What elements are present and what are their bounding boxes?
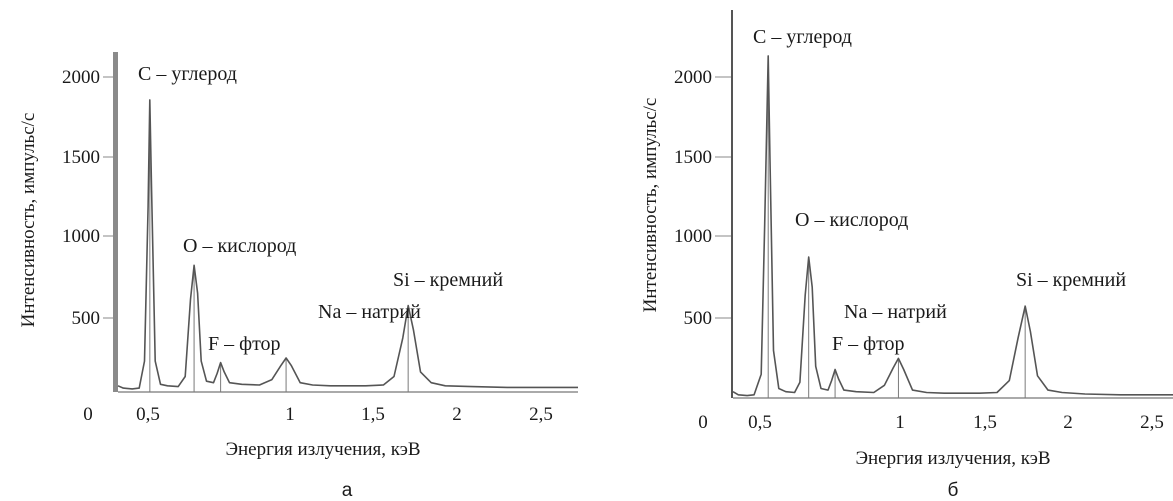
y-tick-label: 1500 bbox=[62, 147, 100, 168]
y-tick-label: 1500 bbox=[674, 147, 712, 168]
peak-label: C – углерод bbox=[753, 26, 852, 48]
y-axis-line bbox=[731, 10, 733, 398]
chart-panel-2: 2000 1500 1000 500 0 0,5 1 1,5 2 2,5 Энергия излуч… bbox=[640, 10, 1173, 501]
peak-label: F – фтор bbox=[832, 333, 905, 355]
panel-label: б bbox=[948, 480, 959, 501]
spectrum-line bbox=[732, 55, 1173, 397]
y-axis-line bbox=[113, 52, 118, 392]
x-tick-label: 0,5 bbox=[748, 412, 772, 433]
x-tick-label: 0 bbox=[698, 412, 708, 433]
y-tick-label: 500 bbox=[684, 308, 713, 329]
x-tick-label: 1,5 bbox=[973, 412, 997, 433]
peak-label: Si – кремний bbox=[1016, 269, 1126, 291]
y-tick-label: 1000 bbox=[674, 226, 712, 247]
x-axis-title: Энергия излучения, кэВ bbox=[855, 448, 1050, 469]
y-tick-label: 500 bbox=[72, 308, 101, 329]
peak-label: Na – натрий bbox=[318, 301, 421, 323]
chart-panel-1: 2000 1500 1000 500 0 0,5 1 1,5 2 2,5 Энергия излуч… bbox=[18, 52, 578, 501]
x-tick-label: 0,5 bbox=[136, 404, 160, 425]
peak-label: F – фтор bbox=[208, 333, 281, 355]
peak-label: O – кислород bbox=[795, 209, 908, 231]
y-tick-label: 2000 bbox=[674, 67, 712, 88]
x-axis-title: Энергия излучения, кэВ bbox=[225, 439, 420, 460]
y-tick-label: 1000 bbox=[62, 226, 100, 247]
spectrum-line bbox=[117, 99, 578, 390]
peak-label: O – кислород bbox=[183, 235, 296, 257]
peak-label: Si – кремний bbox=[393, 269, 503, 291]
y-tick-label: 2000 bbox=[62, 67, 100, 88]
y-axis-title: Интенсивность, импульс/с bbox=[18, 113, 39, 328]
y-axis-title: Интенсивность, импульс/с bbox=[640, 98, 661, 313]
x-tick-label: 2 bbox=[452, 404, 462, 425]
x-tick-label: 1 bbox=[895, 412, 905, 433]
x-tick-label: 2 bbox=[1063, 412, 1073, 433]
x-tick-label: 0 bbox=[83, 404, 93, 425]
peak-label: C – углерод bbox=[138, 63, 237, 85]
x-tick-label: 1 bbox=[285, 404, 295, 425]
x-tick-label: 2,5 bbox=[529, 404, 553, 425]
x-tick-label: 1,5 bbox=[361, 404, 385, 425]
panel-label: а bbox=[342, 480, 353, 501]
x-tick-label: 2,5 bbox=[1140, 412, 1164, 433]
peak-label: Na – натрий bbox=[844, 301, 947, 323]
